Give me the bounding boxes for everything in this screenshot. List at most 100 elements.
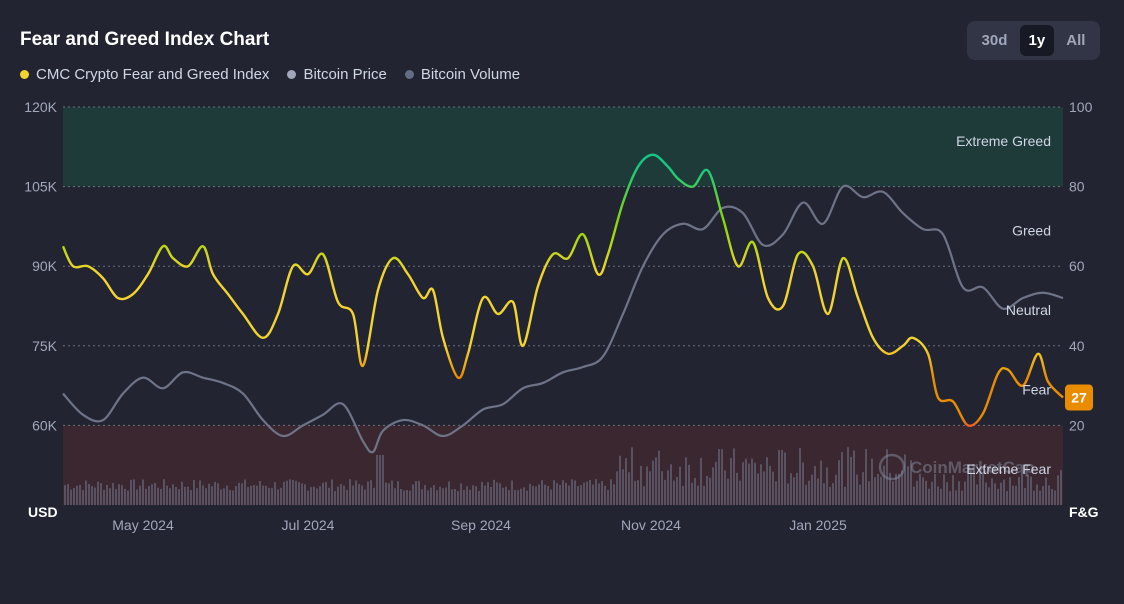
fear-greed-point [521, 344, 525, 348]
volume-bar [1036, 484, 1038, 505]
volume-bar [466, 486, 468, 505]
fear-greed-point [886, 352, 890, 356]
volume-bar [574, 480, 576, 505]
volume-bar [235, 486, 237, 505]
legend-label-bitcoin-price: Bitcoin Price [303, 66, 387, 83]
coinmarketcap-logo-icon [878, 453, 906, 481]
fear-greed-point [431, 288, 435, 292]
fear-greed-point [676, 177, 680, 181]
volume-bar [97, 481, 99, 505]
volume-bar [874, 477, 876, 505]
volume-bar [337, 486, 339, 505]
volume-bar [166, 485, 168, 505]
fear-greed-point [566, 256, 570, 260]
range-all-button[interactable]: All [1066, 32, 1086, 49]
volume-bar [199, 480, 201, 505]
legend-item-bitcoin-price[interactable]: Bitcoin Price [287, 66, 387, 83]
volume-bar [85, 480, 87, 505]
volume-bar [190, 490, 192, 505]
volume-bar [448, 481, 450, 505]
volume-bar [151, 484, 153, 505]
volume-bar [496, 482, 498, 505]
volume-bar [202, 485, 204, 505]
fear-greed-point [871, 336, 875, 340]
volume-bar [544, 484, 546, 505]
volume-bar [487, 482, 489, 505]
volume-bar [832, 483, 834, 505]
volume-bar [223, 488, 225, 505]
right-axis-unit: F&G [1069, 504, 1099, 520]
volume-bar [244, 479, 246, 505]
volume-bar [697, 485, 699, 505]
volume-bar [1054, 490, 1056, 505]
legend-item-fear-greed[interactable]: CMC Crypto Fear and Greed Index [20, 66, 269, 83]
volume-bar [862, 472, 864, 505]
volume-bar [1051, 488, 1053, 505]
volume-bar [499, 483, 501, 505]
volume-bar [196, 488, 198, 505]
volume-bar [142, 479, 144, 505]
volume-bar [421, 489, 423, 505]
fear-greed-point [161, 244, 165, 248]
volume-bar [178, 489, 180, 505]
volume-bar [406, 490, 408, 505]
volume-bar [1027, 474, 1029, 505]
x-axis-tick-label: Jul 2024 [282, 517, 335, 533]
volume-bar [445, 487, 447, 505]
volume-bar [88, 483, 90, 505]
volume-bar [256, 485, 258, 505]
volume-bar [214, 481, 216, 505]
volume-bar [355, 480, 357, 505]
fear-greed-point [691, 185, 695, 189]
zone-label: Greed [1012, 222, 1051, 238]
volume-bar [382, 455, 384, 505]
volume-bar [664, 479, 666, 505]
volume-bar [430, 487, 432, 505]
volume-bar [328, 487, 330, 505]
volume-bar [997, 488, 999, 505]
volume-bar [145, 488, 147, 505]
volume-bar [793, 477, 795, 505]
volume-bar [520, 488, 522, 505]
volume-bar [676, 476, 678, 505]
volume-bar [646, 466, 648, 505]
fear-greed-point [1061, 396, 1065, 400]
volume-bar [181, 481, 183, 505]
fear-greed-point [1006, 368, 1010, 372]
fear-greed-point [966, 423, 970, 427]
range-1y-button[interactable]: 1y [1019, 25, 1055, 56]
volume-bar [298, 482, 300, 505]
volume-bar [967, 474, 969, 505]
volume-bar [859, 484, 861, 505]
volume-bar [763, 471, 765, 505]
volume-bar [289, 479, 291, 505]
fear-greed-point [951, 400, 955, 404]
fear-greed-point [511, 300, 515, 304]
volume-bar [814, 466, 816, 505]
volume-bar [478, 490, 480, 505]
volume-bar [736, 472, 738, 505]
volume-bar [628, 472, 630, 505]
volume-bar [241, 483, 243, 505]
volume-bar [631, 447, 633, 505]
fear-greed-point [146, 272, 150, 276]
volume-bar [283, 481, 285, 505]
fear-greed-point [796, 252, 800, 256]
legend-item-bitcoin-volume[interactable]: Bitcoin Volume [404, 66, 520, 83]
volume-bar [820, 460, 822, 505]
legend-dot-bitcoin-price [287, 70, 297, 79]
volume-bar [310, 487, 312, 505]
range-30d-button[interactable]: 30d [981, 32, 1008, 49]
x-axis-tick-label: Nov 2024 [621, 517, 681, 533]
volume-bar [1009, 477, 1011, 505]
volume-bar [106, 485, 108, 505]
volume-bar [427, 490, 429, 505]
volume-bar [529, 483, 531, 505]
volume-bar [343, 485, 345, 505]
volume-bar [361, 485, 363, 505]
volume-bar [934, 473, 936, 505]
left-axis-tick-label: 105K [24, 179, 57, 195]
volume-bar [706, 475, 708, 505]
fear-greed-point [621, 201, 625, 205]
